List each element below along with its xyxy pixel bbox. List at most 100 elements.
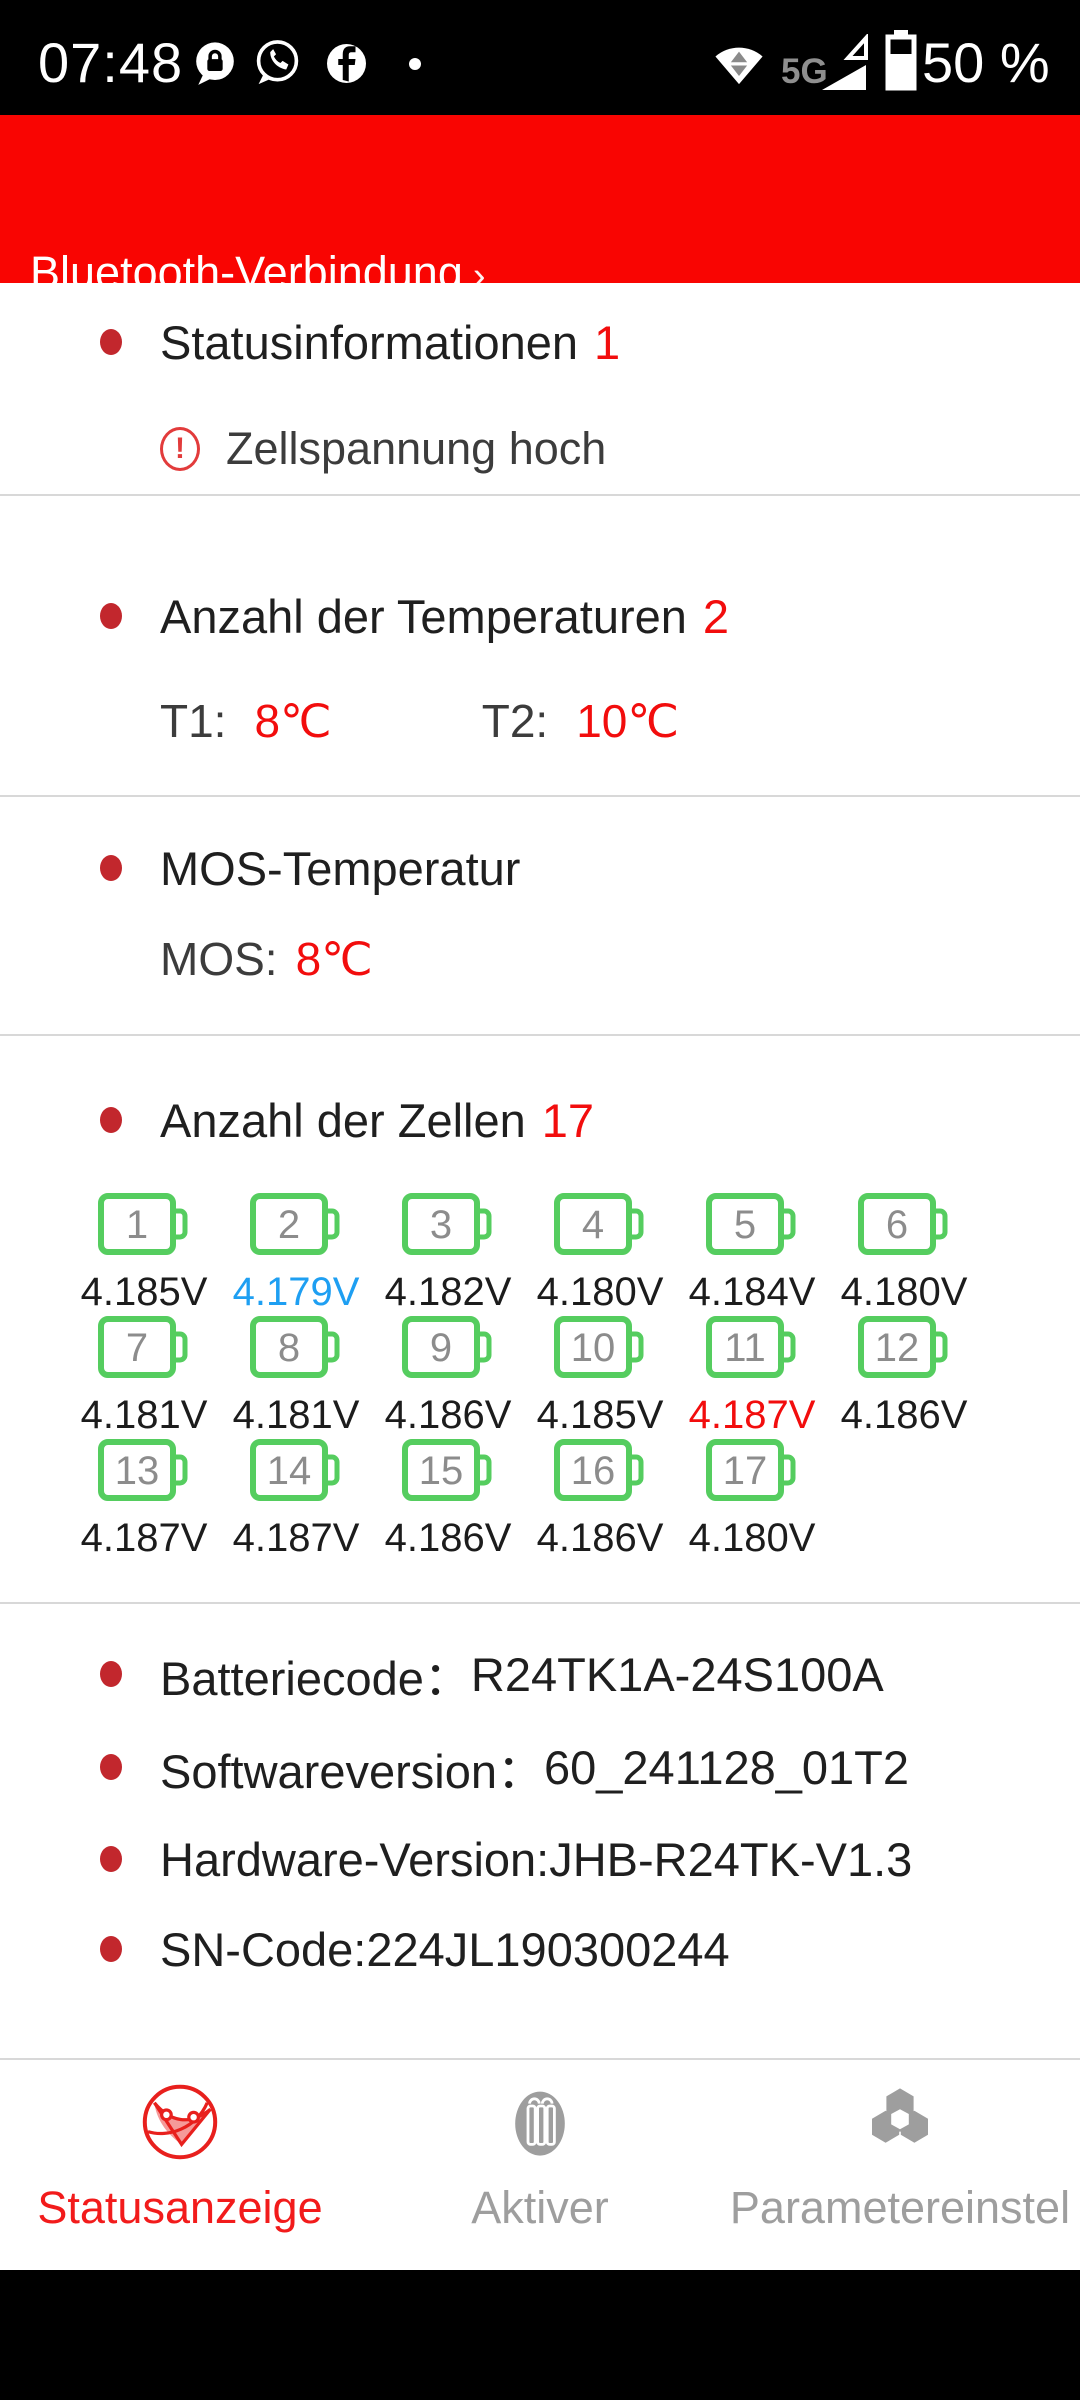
cell-voltage: 4.180V: [536, 1270, 664, 1314]
cell-item: 16 4.186V: [537, 1439, 706, 1562]
battery-percent-label: 50 %: [922, 31, 1050, 94]
info-label: Softwareversion：: [160, 1744, 544, 1798]
bullet-icon: [100, 1661, 122, 1687]
signal-strength-icon: [820, 32, 870, 97]
svg-text:8: 8: [278, 1326, 300, 1370]
cell-voltage: 4.187V: [688, 1393, 816, 1437]
bullet-icon: [100, 329, 122, 355]
device-info-row: Batteriecode： R24TK1A-24S100A: [100, 1646, 884, 1705]
svg-text:2: 2: [278, 1203, 300, 1247]
android-navigation-bar: [0, 2270, 1080, 2400]
temperature-readings: T1: 8℃ T2: 10℃: [160, 694, 679, 748]
bullet-icon: [100, 855, 122, 881]
tab-label: Parametereinstel: [729, 2182, 1071, 2233]
battery-cell-icon: 9: [402, 1316, 554, 1383]
bullet-icon: [100, 1936, 122, 1962]
battery-cell-icon: 16: [554, 1439, 706, 1506]
tab-aktiver[interactable]: Aktiver: [390, 2060, 690, 2270]
svg-text:10: 10: [571, 1326, 616, 1370]
section-status-info-title: Statusinformationen 1: [100, 314, 620, 370]
cell-voltage: 4.186V: [840, 1393, 968, 1437]
battery-cell-icon: 10: [554, 1316, 706, 1383]
cell-voltage: 4.185V: [536, 1393, 664, 1437]
cell-item: 15 4.186V: [385, 1439, 554, 1562]
wifi-icon: [713, 38, 765, 93]
cell-voltage: 4.182V: [384, 1270, 512, 1314]
warning-row: ! Zellspannung hoch: [160, 423, 606, 474]
svg-text:7: 7: [126, 1326, 148, 1370]
section-title: Anzahl der Zellen: [160, 1093, 526, 1147]
section-title: MOS-Temperatur: [160, 841, 521, 895]
notification-dot-icon: [408, 57, 422, 76]
battery-cell-icon: 15: [402, 1439, 554, 1506]
device-info-row: Softwareversion： 60_241128_01T2: [100, 1739, 909, 1798]
divider: [0, 494, 1080, 496]
svg-text:14: 14: [267, 1449, 312, 1493]
info-label: SN-Code:: [160, 1922, 367, 1976]
cell-count-badge: 17: [541, 1093, 595, 1147]
cell-item: 2 4.179V: [232, 1193, 402, 1316]
info-value: R24TK1A-24S100A: [470, 1647, 884, 1701]
cell-item: 6 4.180V: [841, 1193, 1010, 1316]
status-count-badge: 1: [594, 315, 621, 369]
info-label: Hardware-Version:: [160, 1832, 550, 1886]
globe-network-icon: [140, 2082, 220, 2162]
cell-voltage: 4.181V: [80, 1393, 208, 1437]
section-cells-title: Anzahl der Zellen 17: [100, 1092, 594, 1148]
breadcrumb-bluetooth[interactable]: Bluetooth-Verbindung ›: [30, 247, 486, 298]
divider: [0, 2058, 1080, 2060]
temp-value: 8℃: [254, 695, 332, 747]
svg-text:11: 11: [724, 1326, 766, 1370]
tab-label: Aktiver: [471, 2182, 609, 2233]
clock: 07:48: [38, 31, 184, 94]
battery-cell-icon: 13: [98, 1439, 250, 1506]
tab-parametereinstel[interactable]: Parametereinstel: [710, 2060, 1080, 2270]
battery-cell-icon: 11: [706, 1316, 858, 1383]
cell-voltage: 4.179V: [232, 1270, 360, 1314]
info-value: JHB-R24TK-V1.3: [549, 1832, 913, 1886]
cell-voltage: 4.187V: [80, 1516, 208, 1560]
network-type-label: 5G: [781, 52, 828, 91]
hex-settings-icon: [860, 2082, 940, 2162]
battery-cell-icon: 1: [98, 1193, 250, 1260]
tab-statusanzeige[interactable]: Statusanzeige: [30, 2060, 330, 2270]
svg-text:4: 4: [582, 1203, 604, 1247]
section-temperatures-title: Anzahl der Temperaturen 2: [100, 588, 729, 644]
bullet-icon: [100, 1107, 122, 1133]
app-header: Bluetooth-Verbindung › Luna 2 Zurück›: [0, 115, 1080, 388]
cell-item: 7 4.181V: [80, 1316, 250, 1439]
svg-text:3: 3: [430, 1203, 452, 1247]
bullet-icon: [100, 1754, 122, 1780]
cell-item: 14 4.187V: [233, 1439, 402, 1562]
section-title: Anzahl der Temperaturen: [160, 589, 687, 643]
svg-text:16: 16: [571, 1449, 616, 1493]
temperature-count-badge: 2: [702, 589, 730, 643]
cell-item: 9 4.186V: [385, 1316, 554, 1439]
device-info-row: Hardware-Version: JHB-R24TK-V1.3: [100, 1831, 912, 1887]
battery-cell-icon: 3: [402, 1193, 554, 1260]
mos-value: 8℃: [295, 933, 373, 985]
battery-cell-icon: 14: [250, 1439, 402, 1506]
cell-item: 4 4.180V: [536, 1193, 706, 1316]
info-label: Batteriecode：: [160, 1651, 471, 1705]
battery-icon: [884, 28, 918, 97]
battery-cell-icon: 5: [706, 1193, 858, 1260]
cell-item: 5 4.184V: [689, 1193, 858, 1316]
bullet-icon: [100, 603, 122, 629]
lock-message-icon: [193, 41, 237, 92]
status-bar: 07:48: [0, 0, 1080, 115]
battery-cell-icon: 17: [706, 1439, 858, 1506]
device-info-row: SN-Code: 224JL190300244: [100, 1921, 730, 1977]
svg-text:5: 5: [734, 1203, 756, 1247]
battery-cell-icon: 12: [858, 1316, 1010, 1383]
battery-cell-icon: 8: [250, 1316, 402, 1383]
temp-value: 10℃: [576, 695, 680, 747]
back-button[interactable]: Zurück›: [898, 288, 1058, 341]
facebook-icon: [324, 41, 369, 91]
svg-text:12: 12: [875, 1326, 920, 1370]
cell-item: 3 4.182V: [384, 1193, 554, 1316]
divider: [0, 1034, 1080, 1036]
bullet-icon: [100, 1846, 122, 1872]
alert-circle-icon: !: [160, 427, 200, 471]
